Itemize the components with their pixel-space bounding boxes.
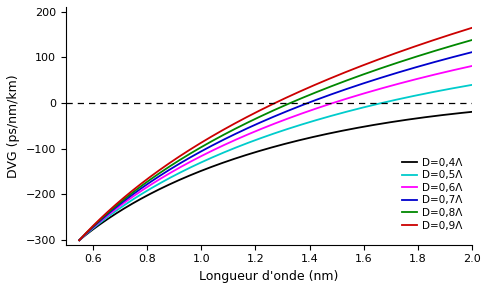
D=0,6Λ — [339, 99, 345, 102]
D=0,5Λ — [76, 238, 82, 242]
Line: D=0,5Λ: D=0,5Λ — [79, 85, 472, 240]
D=0,7Λ — [339, 89, 345, 93]
D=0,9Λ — [146, 176, 152, 180]
D=0,9Λ — [372, 59, 378, 62]
D=0,4Λ — [372, 123, 378, 126]
D=0,7Λ — [308, 100, 314, 104]
D=0,4Λ — [469, 110, 475, 114]
D=0,9Λ — [339, 72, 345, 75]
D=0,5Λ — [254, 138, 260, 141]
D=0,6Λ — [177, 166, 183, 169]
D=0,6Λ — [76, 238, 82, 242]
D=0,6Λ — [372, 88, 378, 92]
Line: D=0,6Λ: D=0,6Λ — [79, 66, 472, 240]
D=0,4Λ — [76, 238, 82, 242]
Line: D=0,8Λ: D=0,8Λ — [79, 40, 472, 240]
D=0,8Λ — [308, 93, 314, 96]
D=0,6Λ — [308, 109, 314, 112]
D=0,9Λ — [308, 85, 314, 88]
D=0,4Λ — [308, 136, 314, 139]
D=0,8Λ — [177, 158, 183, 162]
D=0,4Λ — [339, 129, 345, 133]
D=0,9Λ — [177, 154, 183, 157]
D=0,7Λ — [76, 238, 82, 242]
D=0,5Λ — [372, 103, 378, 106]
D=0,5Λ — [339, 111, 345, 115]
D=0,7Λ — [146, 181, 152, 185]
D=0,5Λ — [469, 83, 475, 87]
D=0,7Λ — [254, 122, 260, 126]
Line: D=0,4Λ: D=0,4Λ — [79, 112, 472, 240]
Line: D=0,9Λ: D=0,9Λ — [79, 28, 472, 240]
D=0,5Λ — [146, 188, 152, 191]
D=0,8Λ — [254, 116, 260, 120]
Line: D=0,7Λ: D=0,7Λ — [79, 52, 472, 240]
D=0,8Λ — [339, 81, 345, 84]
D=0,6Λ — [146, 184, 152, 188]
D=0,9Λ — [76, 238, 82, 242]
Legend: D=0,4Λ, D=0,5Λ, D=0,6Λ, D=0,7Λ, D=0,8Λ, D=0,9Λ: D=0,4Λ, D=0,5Λ, D=0,6Λ, D=0,7Λ, D=0,8Λ, … — [397, 153, 467, 235]
D=0,7Λ — [372, 78, 378, 81]
D=0,9Λ — [254, 110, 260, 114]
D=0,6Λ — [254, 129, 260, 132]
D=0,4Λ — [146, 193, 152, 196]
D=0,5Λ — [308, 120, 314, 124]
D=0,8Λ — [372, 68, 378, 72]
D=0,7Λ — [469, 50, 475, 54]
D=0,8Λ — [76, 238, 82, 242]
D=0,4Λ — [177, 178, 183, 181]
D=0,8Λ — [146, 179, 152, 182]
D=0,8Λ — [469, 38, 475, 42]
D=0,7Λ — [177, 162, 183, 165]
D=0,4Λ — [254, 150, 260, 153]
D=0,5Λ — [177, 171, 183, 174]
Y-axis label: DVG (ps/nm/km): DVG (ps/nm/km) — [7, 74, 20, 178]
X-axis label: Longueur d'onde (nm): Longueur d'onde (nm) — [199, 270, 339, 283]
D=0,6Λ — [469, 64, 475, 68]
D=0,9Λ — [469, 26, 475, 30]
